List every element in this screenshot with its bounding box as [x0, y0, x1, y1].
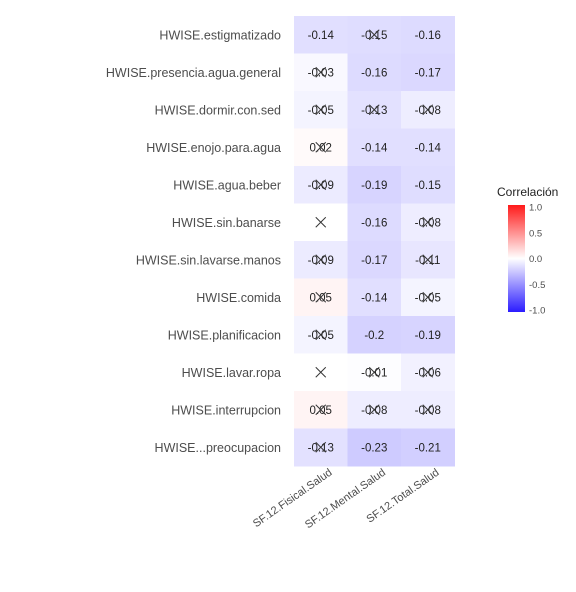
heatmap-cell [347, 128, 402, 167]
insignificant-cross-mark [315, 441, 327, 453]
cell-value-label: 0.02 [310, 142, 332, 154]
row-label: HWISE.sin.banarse [172, 216, 281, 230]
insignificant-cross-mark [315, 141, 327, 153]
heatmap-cell [347, 166, 402, 204]
cell-value-label: -0.05 [308, 105, 334, 117]
row-label: HWISE.lavar.ropa [182, 366, 281, 380]
insignificant-cross-mark [368, 404, 380, 416]
row-label: HWISE.dormir.con.sed [155, 103, 281, 117]
insignificant-cross-mark [368, 104, 380, 116]
legend-tick-label: 0.0 [529, 254, 542, 265]
legend-tick-label: -1.0 [529, 306, 545, 317]
heatmap-cell [347, 53, 402, 92]
cell-value-label: -0.06 [415, 367, 441, 379]
cell-value-label: -0.05 [308, 330, 334, 342]
row-label: HWISE.enojo.para.agua [146, 141, 281, 155]
cell-value-label: -0.14 [415, 142, 442, 154]
cell-value-label: -0.09 [308, 180, 334, 192]
column-labels: SF.12.Fisical.SaludSF.12.Mental.SaludSF.… [251, 467, 442, 532]
insignificant-cross-mark [315, 104, 327, 116]
cell-value-label: -0.16 [361, 217, 387, 229]
heatmap-cell [401, 53, 455, 92]
insignificant-cross-mark [422, 216, 434, 228]
cell-value-label: -0.13 [361, 105, 387, 117]
cell-value-label: -0.16 [415, 30, 441, 42]
cell-value-label: -0.21 [415, 442, 441, 454]
legend: Correlación 1.0 0.5 0.0 -0.5 -1.0 [497, 185, 558, 317]
insignificant-cross-mark [315, 216, 327, 228]
heatmap-cell [347, 241, 402, 279]
cell-value-label: -0.05 [415, 292, 441, 304]
cell-value-label: -0.19 [361, 180, 387, 192]
legend-title: Correlación [497, 185, 558, 199]
row-label: HWISE...preocupacion [155, 441, 281, 455]
row-labels: HWISE.estigmatizado HWISE.presencia.agua.… [106, 28, 281, 455]
heatmap-cell [401, 16, 455, 54]
row-label: HWISE.agua.beber [173, 178, 281, 192]
cell-value-label: -0.17 [361, 255, 387, 267]
cell-value-label: -0.2 [364, 330, 384, 342]
row-label: HWISE.presencia.agua.general [106, 66, 281, 80]
heatmap-cell [401, 428, 455, 467]
legend-tick-label: 1.0 [529, 203, 542, 214]
cell-value-label: 0.05 [310, 405, 332, 417]
cell-value-label: -0.09 [308, 255, 334, 267]
heatmap-cell [347, 278, 402, 317]
legend-tick-label: 0.5 [529, 228, 542, 239]
insignificant-cross-mark [422, 291, 434, 303]
insignificant-cross-mark [422, 104, 434, 116]
insignificant-cross-mark [315, 404, 327, 416]
legend-colorbar [508, 205, 525, 312]
insignificant-cross-mark [368, 366, 380, 378]
insignificant-cross-mark [315, 179, 327, 191]
cell-value-label: -0.17 [415, 67, 441, 79]
cell-value-label: -0.16 [361, 67, 387, 79]
insignificant-cross-mark [422, 366, 434, 378]
cell-value-label: -0.03 [308, 67, 334, 79]
cell-value-label: -0.14 [308, 30, 335, 42]
insignificant-cross-mark [315, 254, 327, 266]
row-label: HWISE.sin.lavarse.manos [136, 253, 281, 267]
heatmap-cell [401, 166, 455, 204]
row-label: HWISE.interrupcion [171, 403, 281, 417]
heatmap-cell [294, 16, 348, 54]
cell-value-label: -0.15 [415, 180, 441, 192]
cell-value-label: -0.15 [361, 30, 387, 42]
legend-tick-label: -0.5 [529, 280, 545, 291]
insignificant-cross-mark [315, 291, 327, 303]
cell-value-label: -0.08 [415, 105, 441, 117]
insignificant-cross-mark [315, 66, 327, 78]
cell-value-label: -0.13 [308, 442, 334, 454]
row-label: HWISE.planificacion [168, 328, 281, 342]
heatmap-cell [347, 428, 402, 467]
cell-value-label: -0.08 [361, 405, 387, 417]
insignificant-cross-mark [315, 329, 327, 341]
cell-value-label: -0.23 [361, 442, 387, 454]
heatmap-cell [401, 316, 455, 354]
insignificant-cross-mark [422, 254, 434, 266]
insignificant-cross-mark [422, 404, 434, 416]
cell-value-label: -0.14 [361, 142, 388, 154]
cell-value-label: -0.19 [415, 330, 441, 342]
legend-ticks: 1.0 0.5 0.0 -0.5 -1.0 [529, 203, 545, 317]
row-label: HWISE.comida [196, 291, 281, 305]
heatmap-cell [401, 128, 455, 167]
cell-value-label: -0.08 [415, 405, 441, 417]
cell-value-label: -0.08 [415, 217, 441, 229]
heatmap-cell [347, 203, 402, 242]
insignificant-cross-mark [368, 29, 380, 41]
heatmap-cell [347, 316, 402, 354]
cell-value-label: -0.11 [415, 255, 440, 267]
cell-value-label: -0.14 [361, 292, 388, 304]
cell-value-label: -0.01 [361, 367, 387, 379]
heatmap-cells: -0.14 -0.15 -0.16 -0.03 -0.16 -0.17 -0.05 -0.13… [294, 16, 455, 467]
insignificant-cross-mark [315, 366, 327, 378]
cell-value-label: 0.05 [310, 292, 332, 304]
row-label: HWISE.estigmatizado [159, 28, 281, 42]
